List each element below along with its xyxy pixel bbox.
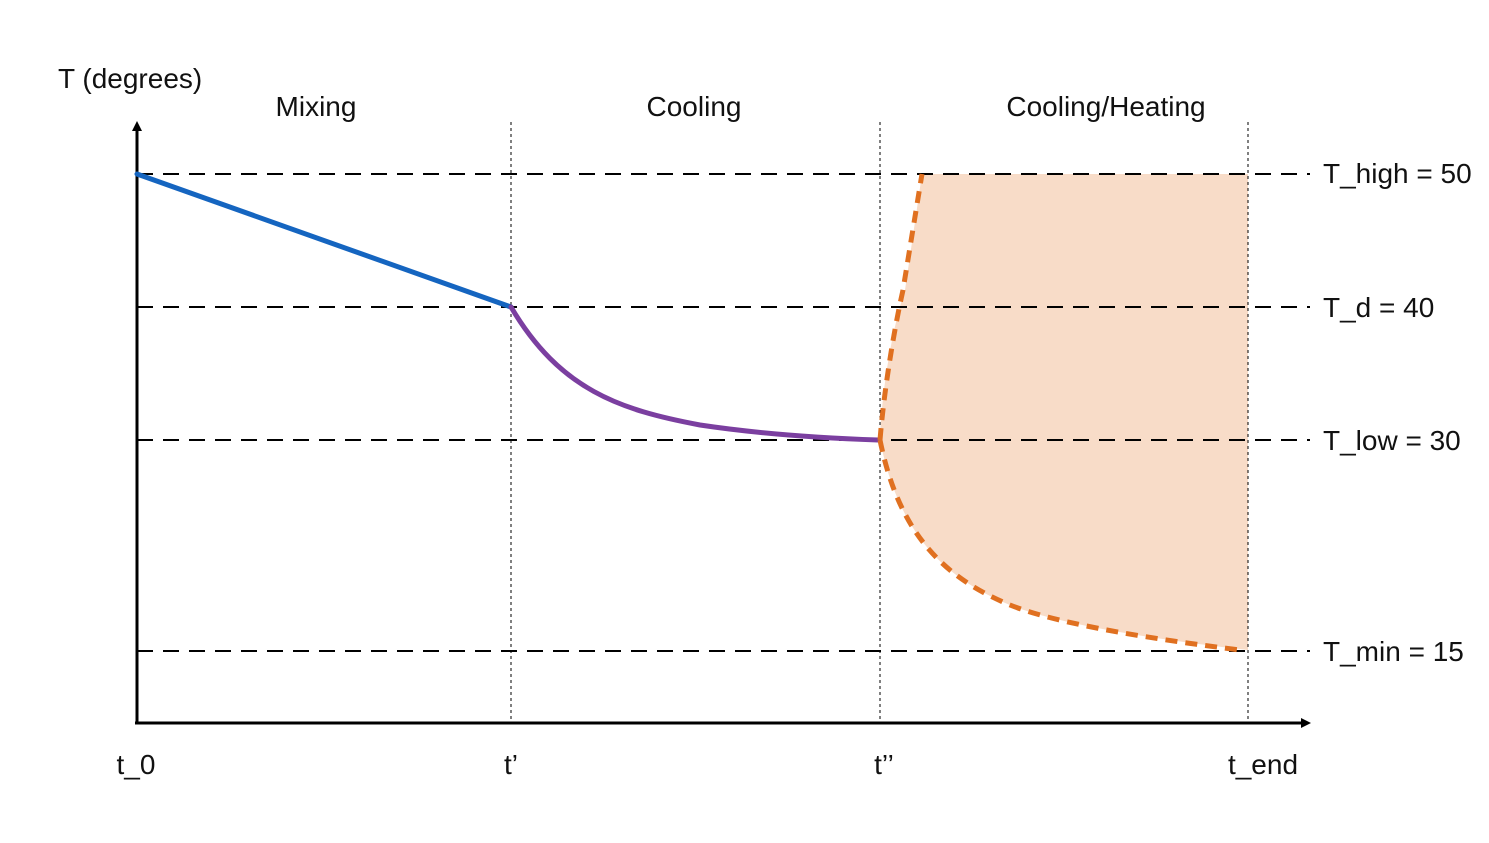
y-axis-label: T (degrees)	[58, 63, 202, 94]
phase-label-cooling-heating: Cooling/Heating	[1006, 91, 1205, 122]
label-t-low: T_low = 30	[1323, 425, 1461, 456]
label-t-d: T_d = 40	[1323, 292, 1434, 323]
time-label-t0: t_0	[117, 749, 156, 780]
time-label-t-double-prime: t’’	[874, 749, 894, 780]
time-label-t-end: t_end	[1228, 749, 1298, 780]
label-t-min: T_min = 15	[1323, 636, 1464, 667]
cooling-lower-boundary	[877, 439, 1241, 653]
cooling-curve	[508, 304, 881, 443]
phase-label-mixing: Mixing	[276, 91, 357, 122]
label-t-high: T_high = 50	[1323, 158, 1472, 189]
heating-upper-boundary	[877, 173, 925, 441]
time-label-t-prime: t’	[504, 749, 518, 780]
heating-range-region	[880, 174, 1248, 650]
mixing-curve	[134, 171, 514, 310]
phase-label-cooling: Cooling	[647, 91, 742, 122]
